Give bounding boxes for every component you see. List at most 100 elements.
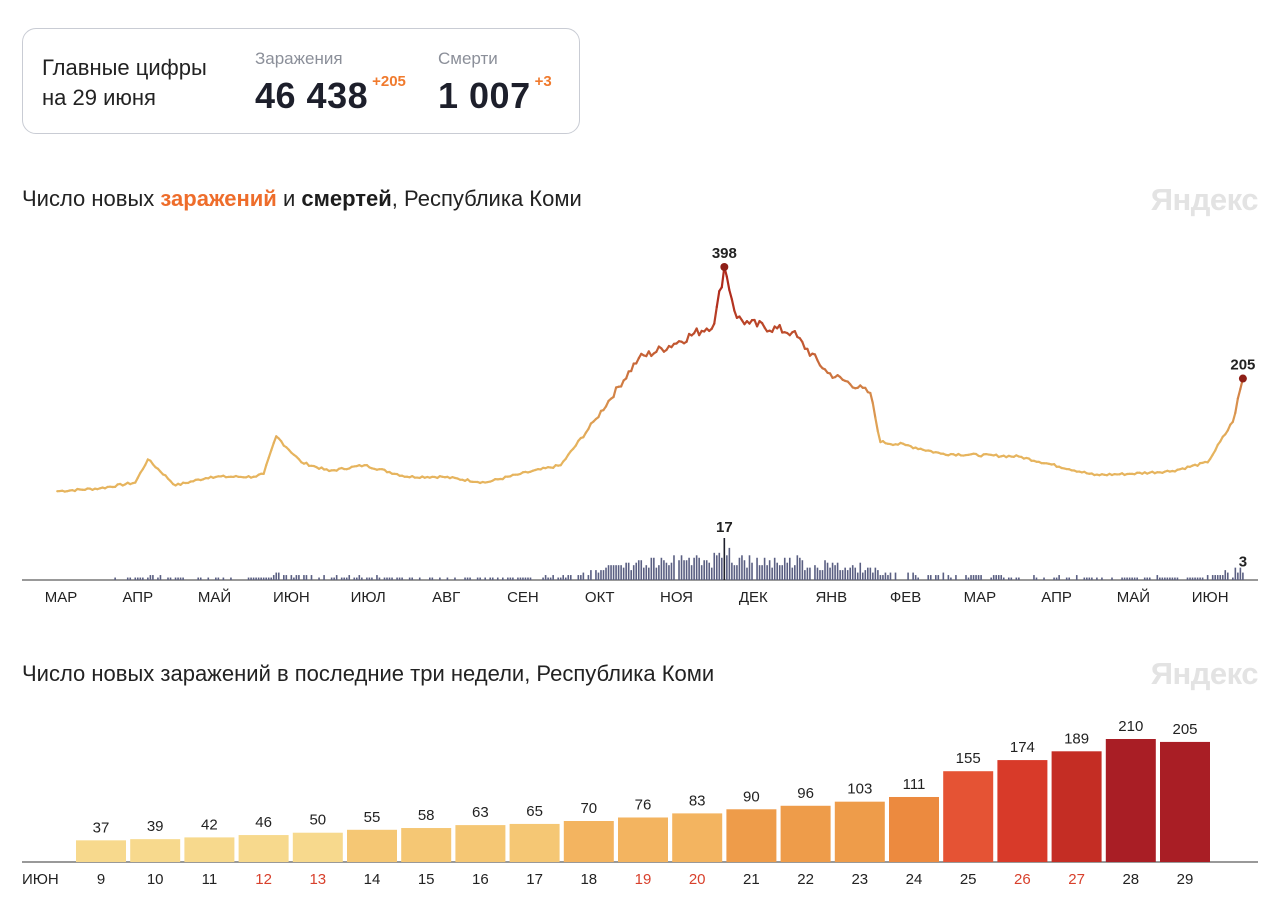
deaths-bar xyxy=(1174,577,1176,580)
bar xyxy=(238,835,289,862)
deaths-bar xyxy=(977,575,980,580)
day-tick-label: 11 xyxy=(202,871,218,888)
deaths-bar xyxy=(293,577,295,580)
deaths-bar xyxy=(972,575,975,580)
deaths-bar xyxy=(864,570,867,580)
deaths-bar xyxy=(547,577,549,580)
deaths-bar xyxy=(491,577,494,580)
deaths-bar xyxy=(1086,577,1088,580)
deaths-bar xyxy=(997,575,1000,580)
deaths-bar xyxy=(270,577,273,580)
deaths-bar xyxy=(751,562,753,580)
yandex-logo-2: Яндекс xyxy=(1150,656,1259,691)
deaths-bar xyxy=(305,575,308,580)
deaths-bar xyxy=(582,572,585,580)
deaths-bar xyxy=(743,560,746,580)
infections-line-segment xyxy=(728,289,733,301)
deaths-bar xyxy=(149,575,152,580)
month-label: ИЮН xyxy=(22,871,59,888)
day-tick-label: 27 xyxy=(1068,871,1085,888)
deaths-bar xyxy=(673,555,675,580)
day-tick-label: 15 xyxy=(418,871,435,888)
day-tick-label: 17 xyxy=(526,871,543,888)
deaths-bar xyxy=(970,575,972,580)
deaths-bar xyxy=(177,577,179,580)
deaths-bar xyxy=(323,575,325,580)
deaths-bar xyxy=(1136,577,1138,580)
deaths-bar xyxy=(152,575,154,580)
bar xyxy=(292,832,343,862)
deaths-bar xyxy=(640,560,643,580)
deaths-bar xyxy=(260,577,262,580)
infections-line-segment xyxy=(272,435,278,445)
infections-line-segment xyxy=(1234,397,1239,414)
deaths-bar xyxy=(340,577,343,580)
infections-peak-marker xyxy=(1238,374,1247,383)
month-tick-label: ИЮН xyxy=(273,589,310,606)
deaths-bar xyxy=(1123,577,1126,580)
deaths-bar xyxy=(1033,575,1035,580)
day-tick-label: 25 xyxy=(960,871,977,888)
deaths-bar xyxy=(635,562,638,580)
deaths-bar xyxy=(418,577,421,580)
deaths-bar xyxy=(693,557,695,580)
deaths-bar xyxy=(217,577,220,580)
deaths-bar xyxy=(819,570,821,580)
deaths-bar xyxy=(169,577,172,580)
infections-line-segment xyxy=(778,323,784,334)
deaths-bar xyxy=(992,575,995,580)
deaths-bar xyxy=(723,538,726,580)
deaths-bar xyxy=(1221,575,1224,580)
deaths-bar xyxy=(738,557,741,580)
deaths-bar xyxy=(182,577,184,580)
deaths-bar xyxy=(207,577,210,580)
bar xyxy=(1160,741,1210,862)
deaths-bar xyxy=(882,575,884,580)
deaths-bar xyxy=(748,555,751,580)
deaths-bar xyxy=(1206,575,1209,580)
deaths-peak-label: 3 xyxy=(1239,554,1247,571)
deaths-bar xyxy=(600,570,602,580)
deaths-bar xyxy=(356,577,358,580)
deaths-bar xyxy=(557,577,559,580)
deaths-bar xyxy=(197,577,200,580)
deaths-bar xyxy=(710,567,713,580)
daily-title-deaths: смертей xyxy=(301,186,392,211)
deaths-bar xyxy=(615,565,617,580)
deaths-stat: Смерти 1 007 +3 xyxy=(438,49,552,117)
deaths-bar xyxy=(230,577,232,580)
deaths-bar xyxy=(401,577,403,580)
deaths-bar xyxy=(408,577,411,580)
deaths-bar xyxy=(134,577,137,580)
bar-value-label: 63 xyxy=(472,804,489,821)
deaths-bar xyxy=(1058,575,1060,580)
deaths-bar xyxy=(1242,572,1244,580)
infections-line-segment xyxy=(612,386,618,399)
deaths-bar xyxy=(741,555,743,580)
deaths-bar xyxy=(680,555,683,580)
deaths-bar xyxy=(851,565,854,580)
deaths-bar xyxy=(262,577,265,580)
deaths-bar xyxy=(285,575,288,580)
deaths-bar xyxy=(1018,577,1020,580)
deaths-bar xyxy=(466,577,469,580)
bar-value-label: 189 xyxy=(1064,730,1089,747)
day-tick-label: 24 xyxy=(906,871,923,888)
deaths-bar xyxy=(632,565,635,580)
deaths-bar xyxy=(496,577,499,580)
deaths-bar xyxy=(1156,575,1159,580)
deaths-bar xyxy=(821,570,824,580)
deaths-bar xyxy=(376,575,378,580)
bar xyxy=(726,809,777,862)
bar xyxy=(1105,739,1156,862)
deaths-bar xyxy=(1148,577,1151,580)
bar-value-label: 37 xyxy=(93,819,110,836)
deaths-bar xyxy=(658,565,660,580)
day-tick-label: 12 xyxy=(255,871,272,888)
deaths-bar xyxy=(668,565,670,580)
deaths-bar xyxy=(731,562,733,580)
deaths-bar xyxy=(1010,577,1013,580)
deaths-bar xyxy=(353,577,356,580)
deaths-bar xyxy=(637,560,640,580)
deaths-bar xyxy=(773,557,776,580)
